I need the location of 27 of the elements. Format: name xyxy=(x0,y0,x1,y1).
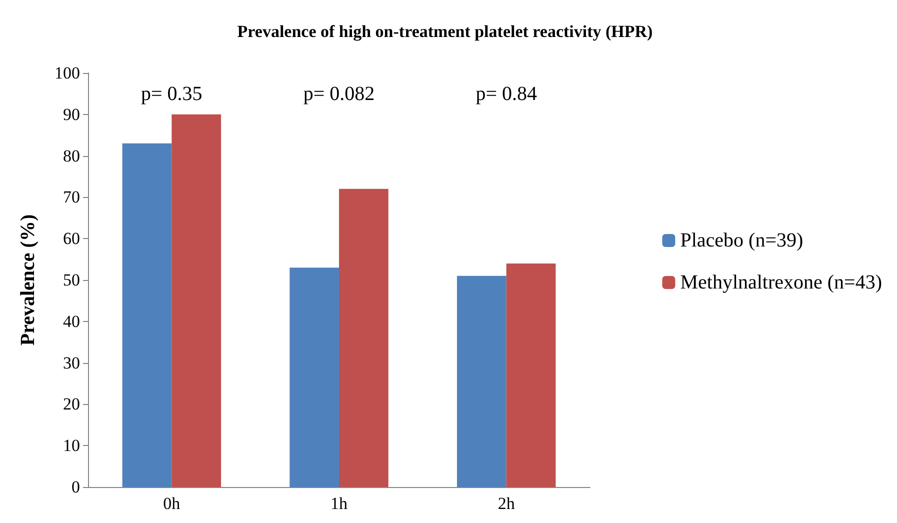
chart-title: Prevalence of high on-treatment platelet reactivity (HPR) xyxy=(237,22,653,41)
y-tick-label: 90 xyxy=(63,104,80,124)
bar xyxy=(456,276,506,487)
y-tick-label: 20 xyxy=(63,394,80,414)
y-tick-label: 70 xyxy=(63,188,80,207)
annotation: p= 0.082 xyxy=(303,83,375,105)
y-tick-label: 60 xyxy=(63,229,80,248)
y-tick-label: 0 xyxy=(72,478,80,496)
x-tick-label: 1h xyxy=(330,494,348,513)
legend-label: Placebo (n=39) xyxy=(680,230,804,252)
y-tick-label: 50 xyxy=(63,270,80,290)
y-tick-label: 40 xyxy=(63,312,80,331)
y-axis-title: Prevalence (%) xyxy=(17,214,39,346)
annotation: p= 0.35 xyxy=(141,83,202,105)
bar xyxy=(122,143,172,487)
y-tick-label: 10 xyxy=(63,436,80,456)
annotation: p= 0.84 xyxy=(476,83,537,105)
x-tick-label: 0h xyxy=(163,494,181,513)
y-tick-label: 30 xyxy=(63,353,80,372)
bar xyxy=(172,114,222,487)
legend-label: Methylnaltrexone (n=43) xyxy=(680,272,882,294)
bar xyxy=(290,268,339,487)
y-tick-label: 100 xyxy=(54,64,80,82)
x-tick-label: 2h xyxy=(498,494,516,513)
bar xyxy=(339,188,388,487)
y-tick-label: 80 xyxy=(63,146,80,166)
bar xyxy=(506,263,556,487)
